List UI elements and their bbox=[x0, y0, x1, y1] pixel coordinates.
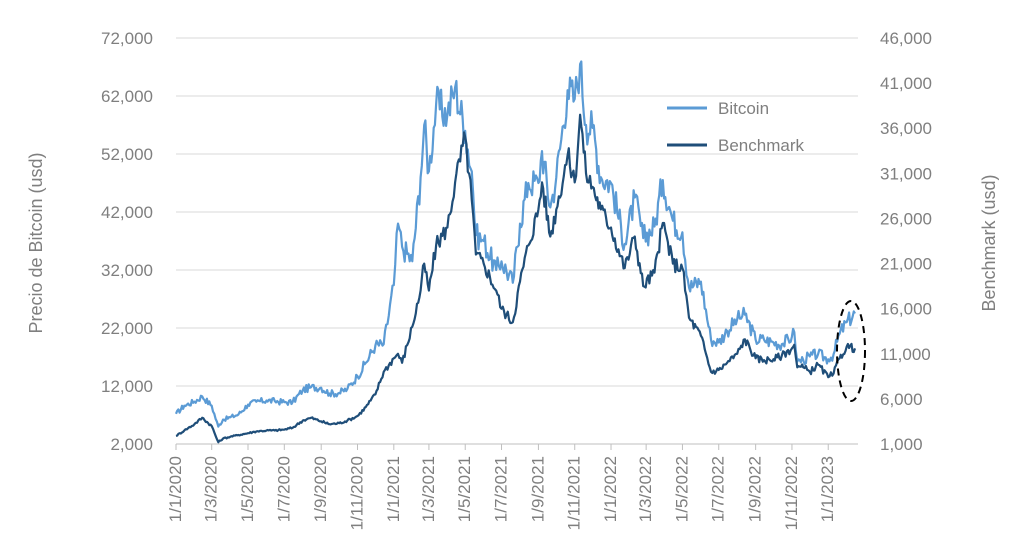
x-tick-label: 1/5/2022 bbox=[672, 456, 691, 522]
x-tick-label: 1/9/2020 bbox=[311, 456, 330, 522]
y-right-tick-label: 41,000 bbox=[880, 74, 932, 93]
series-line-bitcoin bbox=[174, 60, 856, 428]
y-right-tick-label: 46,000 bbox=[880, 29, 932, 48]
x-tick-label: 1/3/2021 bbox=[419, 456, 438, 522]
y-axis-right-ticks: 46,000 41,000 36,000 31,000 26,000 21,000 16,0… bbox=[880, 29, 932, 454]
y-left-tick-label: 42,000 bbox=[101, 203, 153, 222]
y-axis-right-title: Benchmark (usd) bbox=[979, 174, 999, 311]
y-axis-left-ticks: 72,000 62,000 52,000 42,000 32,000 22,000 12,0… bbox=[101, 29, 153, 454]
x-tick-label: 1/5/2020 bbox=[238, 456, 257, 522]
y-left-tick-label: 62,000 bbox=[101, 87, 153, 106]
y-right-tick-label: 26,000 bbox=[880, 209, 932, 228]
x-tick-label: 1/1/2022 bbox=[601, 456, 620, 522]
x-tick-label: 1/1/2023 bbox=[818, 456, 837, 522]
legend-label-bitcoin: Bitcoin bbox=[718, 99, 769, 118]
y-left-tick-label: 52,000 bbox=[101, 145, 153, 164]
y-right-tick-label: 6,000 bbox=[880, 390, 923, 409]
x-tick-label: 1/11/2021 bbox=[565, 456, 584, 530]
y-left-tick-label: 72,000 bbox=[101, 29, 153, 48]
y-left-tick-label: 22,000 bbox=[101, 319, 153, 338]
x-tick-label: 1/9/2022 bbox=[746, 456, 765, 522]
x-tick-label: 1/1/2021 bbox=[384, 456, 403, 522]
y-axis-left-title: Precio de Bitcoin (usd) bbox=[26, 152, 46, 333]
y-right-tick-label: 31,000 bbox=[880, 164, 932, 183]
annotations bbox=[836, 300, 866, 402]
y-right-tick-label: 1,000 bbox=[880, 435, 923, 454]
x-tick-label: 1/3/2020 bbox=[202, 456, 221, 522]
y-left-tick-label: 2,000 bbox=[110, 435, 153, 454]
x-tick-label: 1/5/2021 bbox=[455, 456, 474, 522]
x-tick-label: 1/11/2022 bbox=[782, 456, 801, 530]
series-line-benchmark bbox=[175, 113, 857, 444]
x-tick-label: 1/9/2021 bbox=[528, 456, 547, 522]
x-tick-label: 1/7/2020 bbox=[274, 456, 293, 522]
x-tick-label: 1/1/2020 bbox=[166, 456, 185, 522]
y-left-tick-label: 12,000 bbox=[101, 377, 153, 396]
series-lines bbox=[174, 60, 857, 444]
x-tick-label: 1/7/2022 bbox=[709, 456, 728, 522]
x-axis: 1/1/2020 1/3/2020 1/5/2020 1/7/2020 1/9/2020… bbox=[166, 443, 858, 530]
y-right-tick-label: 11,000 bbox=[880, 345, 931, 364]
y-right-tick-label: 16,000 bbox=[880, 300, 932, 319]
x-tick-label: 1/11/2020 bbox=[348, 456, 367, 530]
y-left-tick-label: 32,000 bbox=[101, 261, 153, 280]
y-right-tick-label: 36,000 bbox=[880, 119, 932, 138]
y-right-tick-label: 21,000 bbox=[880, 255, 932, 274]
legend: Bitcoin Benchmark bbox=[667, 99, 804, 155]
x-tick-label: 1/7/2021 bbox=[492, 456, 511, 522]
legend-label-benchmark: Benchmark bbox=[718, 136, 804, 155]
highlight-ellipse bbox=[836, 300, 866, 402]
x-tick-label: 1/3/2022 bbox=[636, 456, 655, 522]
gridlines bbox=[176, 37, 858, 445]
